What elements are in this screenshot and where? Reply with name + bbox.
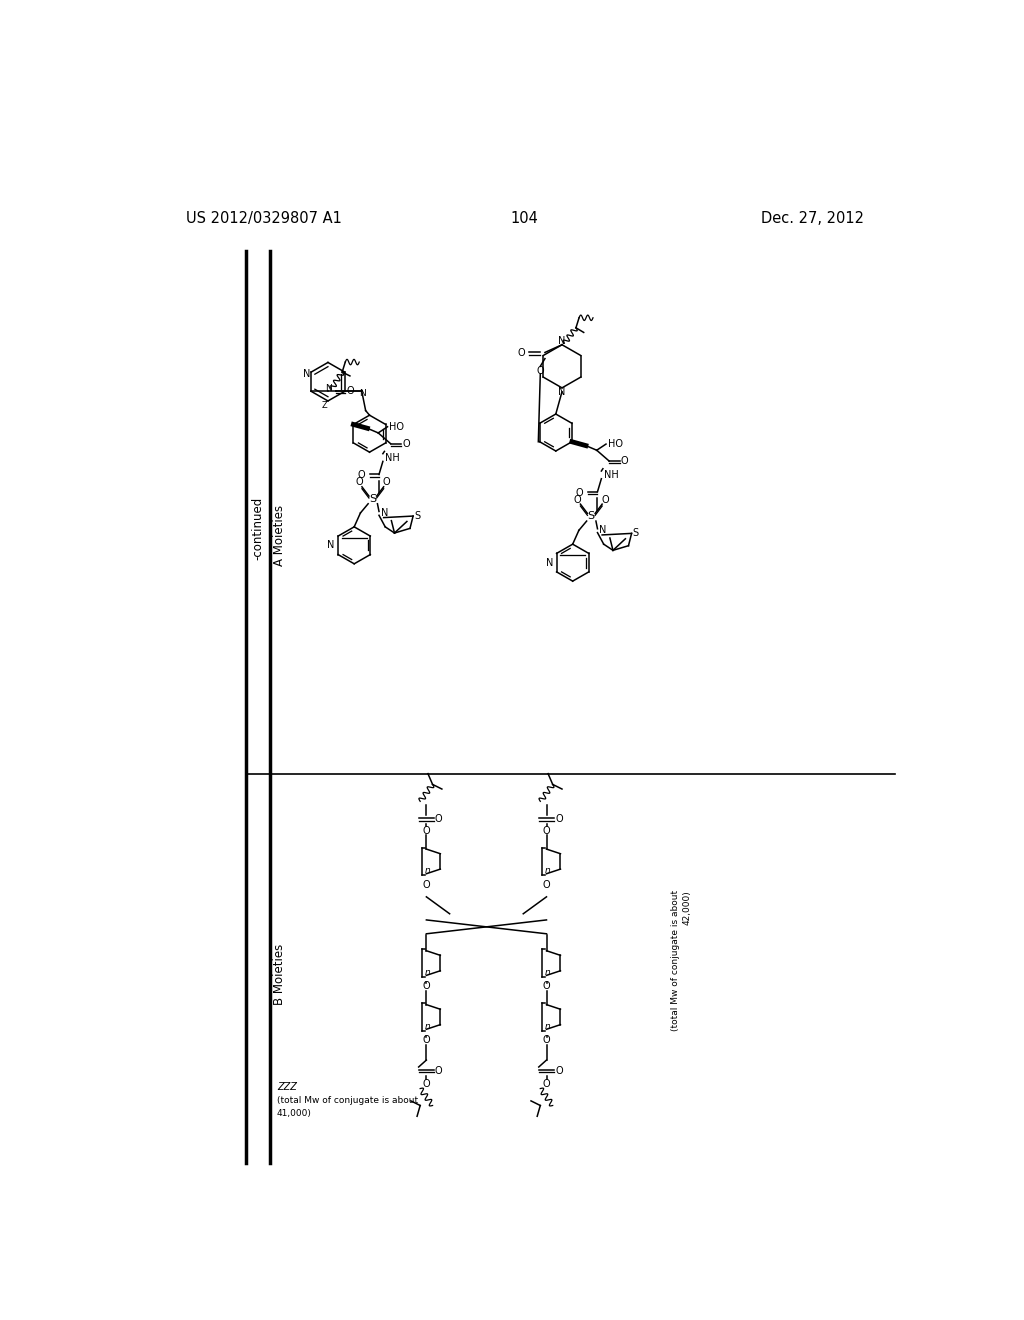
Text: n: n — [545, 968, 551, 977]
Text: O: O — [537, 366, 544, 376]
Text: O: O — [355, 478, 362, 487]
Text: O: O — [423, 825, 430, 836]
Text: N: N — [546, 557, 553, 568]
Text: O: O — [423, 1035, 430, 1045]
Text: O: O — [423, 981, 430, 991]
Text: 104: 104 — [511, 211, 539, 226]
Text: n: n — [545, 1022, 551, 1031]
Text: O: O — [435, 1065, 442, 1076]
Text: O: O — [435, 814, 442, 824]
Text: HO: HO — [607, 440, 623, 449]
Text: O: O — [543, 879, 550, 890]
Text: O: O — [543, 825, 550, 836]
Text: N: N — [328, 540, 335, 550]
Text: N: N — [558, 335, 565, 346]
Text: ZZZ: ZZZ — [276, 1082, 297, 1093]
Text: S: S — [588, 511, 595, 521]
Text: S: S — [414, 511, 420, 521]
Text: N: N — [326, 384, 333, 393]
Text: N: N — [558, 387, 565, 397]
Text: O: O — [357, 470, 365, 480]
Text: O: O — [423, 1078, 430, 1089]
Text: O: O — [601, 495, 609, 504]
Text: S: S — [633, 528, 639, 539]
Text: NH: NH — [604, 470, 618, 480]
Text: O: O — [575, 487, 584, 498]
Text: O: O — [555, 1065, 563, 1076]
Text: N: N — [381, 508, 388, 517]
Text: O: O — [346, 387, 353, 396]
Text: 41,000): 41,000) — [276, 1109, 311, 1118]
Text: S: S — [370, 494, 377, 504]
Text: US 2012/0329807 A1: US 2012/0329807 A1 — [186, 211, 342, 226]
Text: n: n — [425, 866, 431, 875]
Text: (total Mw of conjugate is about: (total Mw of conjugate is about — [671, 890, 680, 1031]
Text: O: O — [402, 438, 410, 449]
Text: (total Mw of conjugate is about: (total Mw of conjugate is about — [276, 1096, 418, 1105]
Text: O: O — [423, 879, 430, 890]
Text: HO: HO — [389, 422, 404, 432]
Text: N: N — [359, 389, 366, 399]
Text: NH: NH — [385, 453, 400, 462]
Text: O: O — [555, 814, 563, 824]
Text: n: n — [425, 1022, 431, 1031]
Text: O: O — [383, 478, 390, 487]
Text: O: O — [573, 495, 582, 504]
Text: A Moieties: A Moieties — [272, 506, 286, 566]
Text: B Moieties: B Moieties — [272, 944, 286, 1006]
Text: N: N — [599, 525, 606, 536]
Text: O: O — [543, 1078, 550, 1089]
Text: O: O — [543, 981, 550, 991]
Text: O: O — [621, 455, 629, 466]
Text: O: O — [543, 1035, 550, 1045]
Text: 42,000): 42,000) — [683, 890, 692, 924]
Text: Z: Z — [322, 401, 328, 411]
Text: n: n — [425, 968, 431, 977]
Text: N: N — [303, 368, 310, 379]
Text: n: n — [545, 866, 551, 875]
Text: O: O — [517, 348, 524, 358]
Text: Dec. 27, 2012: Dec. 27, 2012 — [761, 211, 864, 226]
Text: -continued: -continued — [252, 496, 264, 560]
